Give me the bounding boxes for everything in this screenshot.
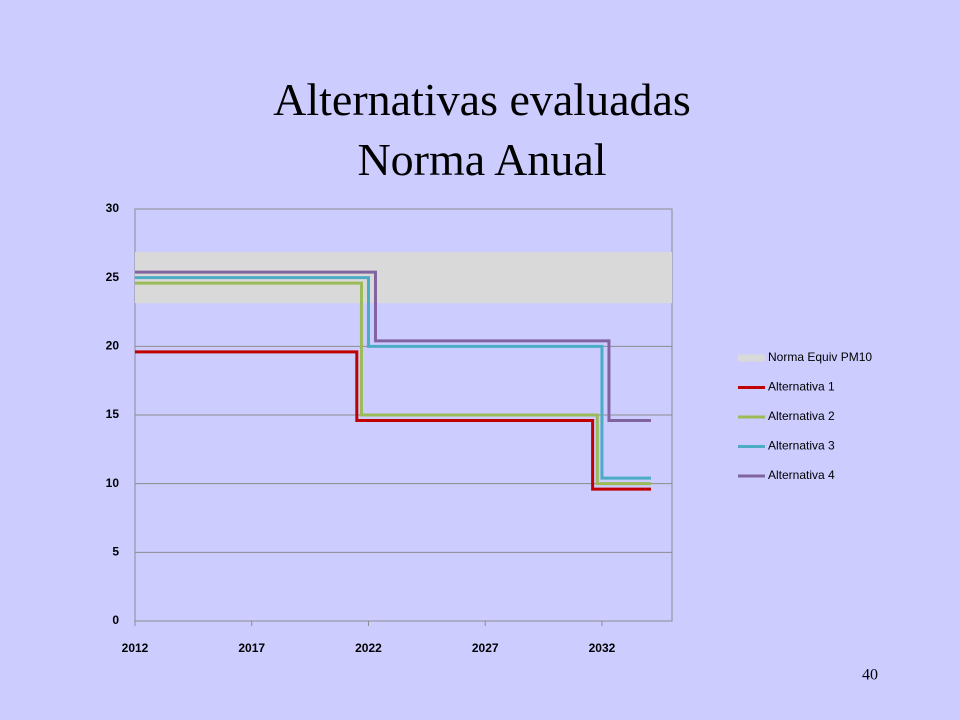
x-tick-label: 2032 [589, 641, 616, 655]
y-tick-label: 5 [112, 545, 119, 559]
y-tick-label: 10 [106, 476, 120, 490]
series-line [135, 281, 651, 486]
y-tick-label: 25 [106, 270, 120, 284]
legend-label: Alternativa 1 [768, 380, 835, 394]
y-tick-label: 30 [106, 201, 120, 215]
plot: 0 5 10 15 20 25 30 2012 2017 2022 2027 2032 Norma Eq… [106, 201, 873, 655]
plot-border [134, 208, 673, 622]
y-tick-label: 15 [106, 407, 120, 421]
series-line [135, 276, 651, 480]
x-tick-label: 2022 [355, 641, 382, 655]
series-line [135, 350, 651, 491]
x-tick-label: 2017 [238, 641, 265, 655]
legend-label: Alternativa 2 [768, 409, 835, 423]
chart-subtitle: Norma Anual [357, 134, 606, 185]
legend-label: Alternativa 4 [768, 468, 835, 482]
x-tick-label: 2012 [122, 641, 149, 655]
series-line [135, 270, 651, 422]
legend-label: Alternativa 3 [768, 439, 835, 453]
x-tick-label: 2027 [472, 641, 499, 655]
y-tick-label: 0 [112, 613, 119, 627]
chart-title: Alternativas evaluadas [273, 74, 691, 125]
y-tick-label: 20 [106, 339, 120, 353]
slide-number: 40 [862, 667, 878, 684]
legend-label: Norma Equiv PM10 [768, 350, 872, 364]
